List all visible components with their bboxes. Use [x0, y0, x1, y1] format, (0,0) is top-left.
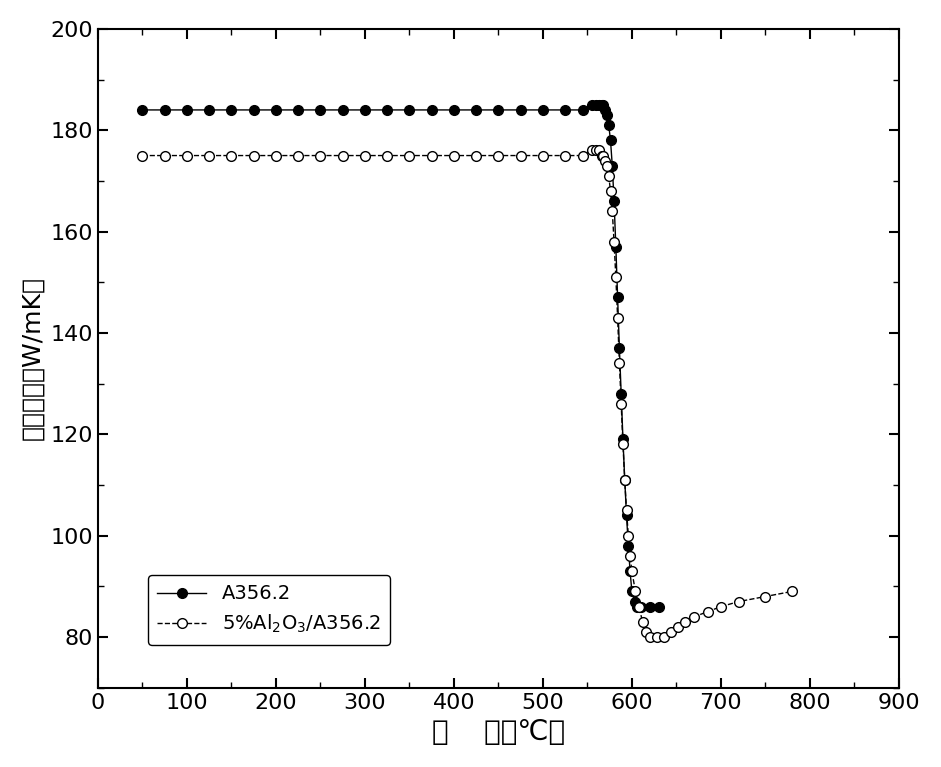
A356.2 [182, 105, 193, 114]
A356.2 [359, 105, 371, 114]
A356.2 [623, 542, 634, 551]
A356.2 [598, 100, 609, 110]
A356.2 [493, 105, 504, 114]
A356.2 [270, 105, 281, 114]
A356.2 [586, 100, 598, 110]
A356.2 [619, 476, 630, 485]
A356.2 [404, 105, 415, 114]
A356.2 [599, 105, 611, 114]
A356.2 [596, 100, 607, 110]
5%Al$_2$O$_3$/A356.2 [787, 587, 798, 596]
A356.2 [621, 511, 632, 520]
A356.2 [653, 602, 664, 611]
A356.2 [601, 110, 613, 120]
A356.2 [381, 105, 392, 114]
A356.2 [337, 105, 348, 114]
A356.2 [226, 105, 237, 114]
A356.2 [159, 105, 170, 114]
A356.2 [612, 293, 623, 302]
A356.2 [426, 105, 438, 114]
5%Al$_2$O$_3$/A356.2 [644, 633, 655, 642]
5%Al$_2$O$_3$/A356.2 [136, 151, 148, 160]
5%Al$_2$O$_3$/A356.2 [448, 151, 459, 160]
A356.2 [314, 105, 326, 114]
5%Al$_2$O$_3$/A356.2 [426, 151, 438, 160]
A356.2 [635, 602, 646, 611]
A356.2 [629, 597, 640, 606]
A356.2 [626, 587, 637, 596]
A356.2 [605, 136, 616, 145]
A356.2 [607, 161, 618, 170]
5%Al$_2$O$_3$/A356.2 [633, 602, 645, 611]
A356.2 [625, 567, 636, 576]
A356.2 [617, 435, 629, 444]
5%Al$_2$O$_3$/A356.2 [673, 622, 684, 631]
A356.2 [610, 242, 621, 252]
A356.2 [470, 105, 482, 114]
Line: A356.2: A356.2 [137, 100, 663, 611]
A356.2 [631, 602, 643, 611]
5%Al$_2$O$_3$/A356.2 [586, 146, 598, 155]
A356.2 [537, 105, 549, 114]
A356.2 [136, 105, 148, 114]
Legend: A356.2, 5%Al$_2$O$_3$/A356.2: A356.2, 5%Al$_2$O$_3$/A356.2 [148, 574, 390, 645]
A356.2 [203, 105, 215, 114]
5%Al$_2$O$_3$/A356.2 [733, 597, 744, 606]
A356.2 [293, 105, 304, 114]
A356.2 [560, 105, 571, 114]
Line: 5%Al$_2$O$_3$/A356.2: 5%Al$_2$O$_3$/A356.2 [137, 146, 797, 642]
Y-axis label: 导热系数（W/mK）: 导热系数（W/mK） [21, 276, 45, 440]
A356.2 [515, 105, 526, 114]
X-axis label: 温    度（℃）: 温 度（℃） [432, 718, 565, 746]
5%Al$_2$O$_3$/A356.2 [623, 531, 634, 540]
A356.2 [593, 100, 604, 110]
A356.2 [615, 389, 627, 398]
A356.2 [603, 120, 614, 130]
A356.2 [591, 100, 602, 110]
A356.2 [614, 344, 625, 353]
A356.2 [644, 602, 655, 611]
A356.2 [609, 196, 620, 206]
A356.2 [448, 105, 459, 114]
A356.2 [248, 105, 260, 114]
A356.2 [577, 105, 588, 114]
